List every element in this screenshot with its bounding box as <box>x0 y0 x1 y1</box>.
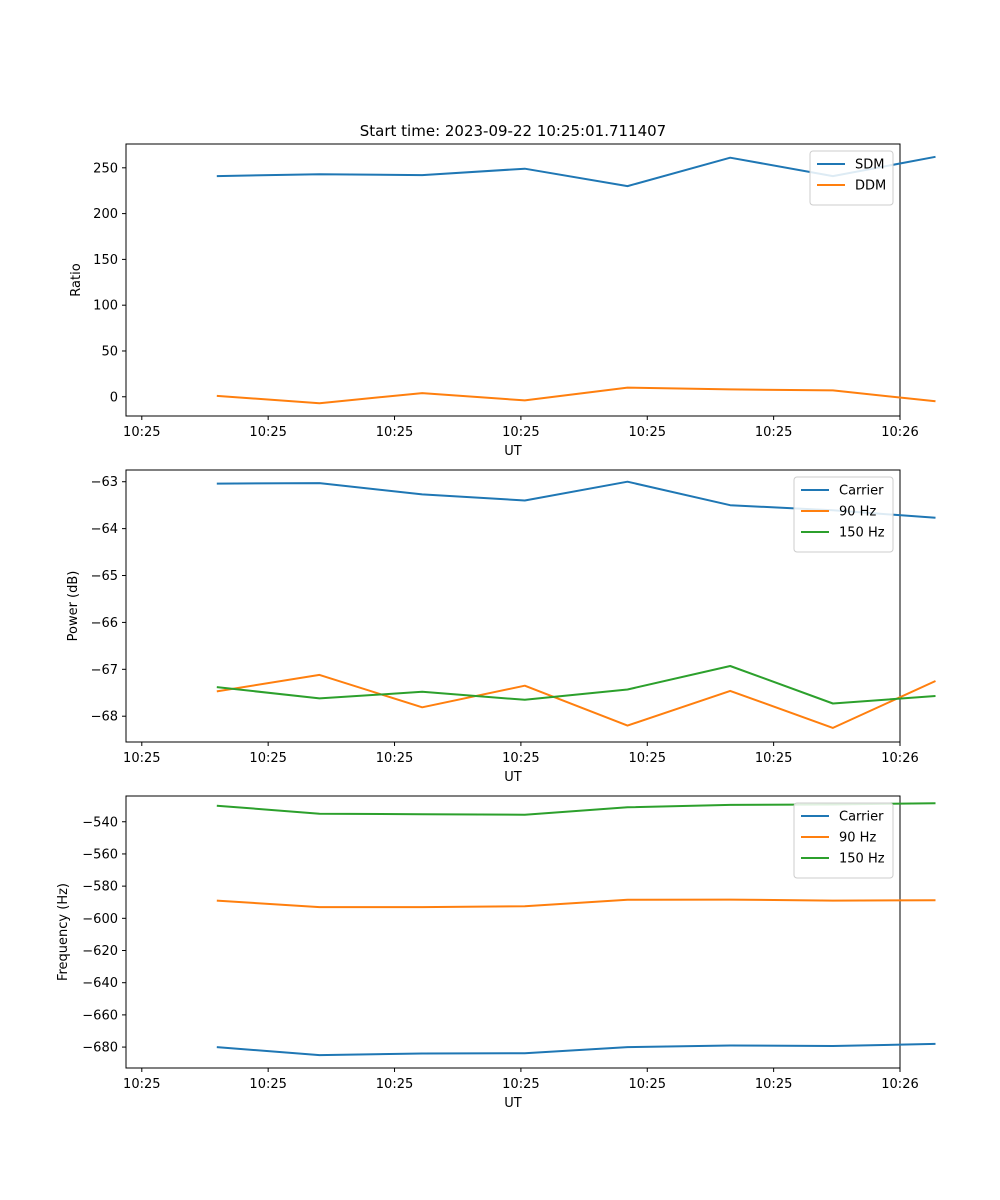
x-tick-label: 10:25 <box>123 425 160 440</box>
y-tick-label: 50 <box>101 344 118 359</box>
legend: Carrier 90 Hz 150 Hz <box>793 802 894 879</box>
legend-label: Carrier <box>839 484 884 499</box>
y-tick-label: −68 <box>91 710 118 725</box>
x-tick-label: 10:25 <box>123 1077 160 1092</box>
x-axis-label: UT <box>504 770 522 785</box>
y-tick-label: −600 <box>82 912 118 927</box>
series-line-carrier <box>216 1042 936 1057</box>
legend-label: Carrier <box>839 810 884 825</box>
y-tick-label: 200 <box>93 207 118 222</box>
panel-2: 10:25 10:25 10:25 10:25 10:25 10:25 10:26 UT −63… <box>66 469 936 785</box>
series-line-ddm <box>216 386 936 405</box>
legend-label: SDM <box>855 158 884 173</box>
x-tick-label: 10:26 <box>881 751 918 766</box>
x-tick-label: 10:25 <box>249 425 286 440</box>
x-tick-label: 10:25 <box>502 751 539 766</box>
x-tick-label: 10:25 <box>502 1077 539 1092</box>
y-tick-label: 250 <box>93 161 118 176</box>
x-tick-label: 10:26 <box>881 425 918 440</box>
legend-label: 90 Hz <box>839 831 876 846</box>
x-tick-label: 10:25 <box>629 425 666 440</box>
x-tick-label: 10:25 <box>249 1077 286 1092</box>
y-axis-label: Power (dB) <box>66 571 81 642</box>
y-tick-label: −580 <box>82 880 118 895</box>
x-tick-label: 10:25 <box>755 1077 792 1092</box>
legend-label: DDM <box>855 179 886 194</box>
y-tick-label: −540 <box>82 815 118 830</box>
y-tick-label: −640 <box>82 976 118 991</box>
y-tick-label: −660 <box>82 1008 118 1023</box>
x-tick-label: 10:25 <box>502 425 539 440</box>
x-tick-label: 10:25 <box>249 751 286 766</box>
legend: SDM DDM <box>809 150 894 206</box>
legend: Carrier 90 Hz 150 Hz <box>793 476 894 553</box>
x-tick-label: 10:25 <box>629 1077 666 1092</box>
x-axis-label: UT <box>504 1096 522 1111</box>
x-tick-label: 10:25 <box>755 751 792 766</box>
panel-3: 10:25 10:25 10:25 10:25 10:25 10:25 10:26 UT −54… <box>56 795 936 1111</box>
y-tick-label: −64 <box>91 522 118 537</box>
y-tick-label: 100 <box>93 299 118 314</box>
y-tick-label: −66 <box>91 616 118 631</box>
x-tick-label: 10:25 <box>376 751 413 766</box>
series-line-90-hz <box>216 898 936 909</box>
x-tick-label: 10:25 <box>629 751 666 766</box>
x-tick-label: 10:25 <box>376 425 413 440</box>
legend-label: 150 Hz <box>839 526 885 541</box>
axes-frame <box>125 143 901 417</box>
axes-frame <box>125 469 901 743</box>
axes-frame <box>125 795 901 1069</box>
legend-box <box>793 476 894 553</box>
y-tick-label: 150 <box>93 253 118 268</box>
legend-box <box>793 802 894 879</box>
x-tick-label: 10:25 <box>376 1077 413 1092</box>
figure-title: Start time: 2023-09-22 10:25:01.711407 <box>360 122 666 140</box>
y-tick-label: −63 <box>91 475 118 490</box>
x-axis-label: UT <box>504 444 522 459</box>
y-axis-label: Ratio <box>69 263 84 296</box>
y-tick-label: −67 <box>91 663 118 678</box>
y-tick-label: 0 <box>110 390 118 405</box>
panel-1: 10:25 10:25 10:25 10:25 10:25 10:25 10:26 UT 0 50… <box>69 143 936 459</box>
series-line-90-hz <box>216 673 936 729</box>
x-tick-label: 10:25 <box>123 751 160 766</box>
y-tick-label: −620 <box>82 944 118 959</box>
x-tick-label: 10:25 <box>755 425 792 440</box>
series-line-150-hz <box>216 665 936 705</box>
y-tick-label: −560 <box>82 847 118 862</box>
y-tick-label: −65 <box>91 569 118 584</box>
y-tick-label: −680 <box>82 1041 118 1056</box>
x-tick-label: 10:26 <box>881 1077 918 1092</box>
legend-label: 90 Hz <box>839 505 876 520</box>
y-axis-label: Frequency (Hz) <box>56 883 71 981</box>
legend-label: 150 Hz <box>839 852 885 867</box>
